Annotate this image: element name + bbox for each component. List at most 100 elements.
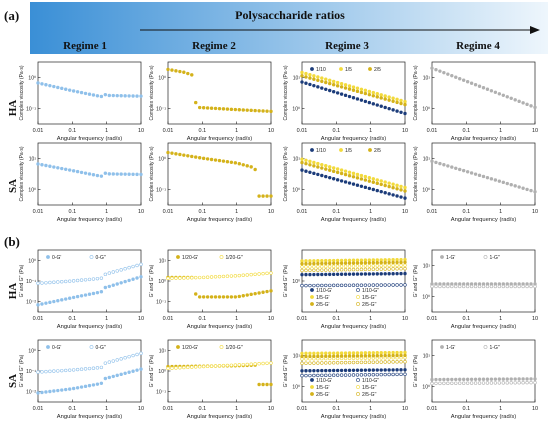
data-point: [442, 381, 446, 386]
data-point: [304, 272, 308, 277]
x-tick-label: 10: [402, 316, 408, 322]
y-axis-label: Complex viscosity (Pa·s): [283, 146, 289, 201]
data-point: [312, 373, 316, 378]
data-point: [473, 377, 478, 381]
legend-marker: [46, 345, 50, 349]
data-point: [308, 373, 312, 378]
data-point: [489, 284, 494, 289]
data-point: [135, 276, 139, 280]
x-axis-label: Angular frequency (rad/s): [57, 414, 122, 420]
data-point: [438, 161, 442, 166]
data-point: [261, 290, 265, 294]
y-axis-label: Complex viscosity (Pa·s): [149, 65, 155, 120]
chart-b-SA-3: 0.01 0.1 1 10 10⁰ 10¹ Angular frequency (rad/s…: [283, 339, 408, 420]
data-point: [253, 362, 257, 366]
data-point: [135, 172, 139, 177]
data-point: [103, 376, 108, 381]
data-point: [477, 173, 482, 178]
legend-label: 0-G'': [96, 255, 106, 261]
data-point: [395, 368, 399, 372]
x-axis-label: Angular frequency (rad/s): [451, 136, 516, 142]
data-point: [253, 108, 257, 113]
data-point: [56, 388, 60, 393]
data-point: [387, 192, 391, 196]
data-point: [52, 389, 56, 393]
data-point: [347, 283, 352, 287]
data-point: [363, 178, 368, 182]
legend-marker: [368, 67, 372, 71]
x-tick-label: 10: [532, 209, 538, 215]
data-point: [194, 275, 198, 280]
data-point: [111, 374, 115, 379]
data-point: [351, 264, 356, 268]
data-point: [335, 264, 340, 269]
y-axis-label: Complex viscosity (Pa·s): [283, 65, 289, 120]
data-point: [403, 283, 407, 287]
legend-label: 1/10: [316, 148, 326, 154]
data-point: [135, 263, 139, 268]
data-point: [127, 354, 131, 359]
data-point: [375, 181, 379, 186]
data-point: [316, 78, 320, 82]
data-point: [115, 269, 119, 273]
data-point: [339, 258, 344, 263]
y-tick-label: 10⁰: [158, 157, 166, 163]
data-point: [312, 354, 316, 359]
data-point: [355, 368, 360, 372]
data-point: [442, 70, 446, 75]
data-point: [391, 360, 395, 364]
data-point: [221, 159, 226, 163]
series-1-G': [430, 377, 537, 382]
data-point: [308, 354, 312, 359]
legend-marker: [356, 295, 360, 299]
legend-marker: [310, 295, 314, 299]
data-point: [201, 156, 206, 161]
data-point: [269, 109, 273, 114]
data-point: [375, 372, 379, 377]
data-point: [513, 381, 517, 385]
data-point: [316, 373, 320, 378]
data-point: [40, 281, 44, 285]
data-point: [331, 177, 336, 181]
regime-3-label: Regime 3: [325, 40, 369, 52]
data-point: [371, 258, 376, 262]
legend-marker: [483, 345, 488, 349]
series-s0: [36, 81, 143, 99]
data-point: [343, 283, 348, 288]
data-point: [477, 377, 482, 381]
x-axis-label: Angular frequency (rad/s): [187, 414, 252, 420]
data-point: [300, 80, 304, 84]
data-point: [119, 281, 123, 285]
data-point: [95, 366, 100, 370]
data-point: [115, 172, 119, 176]
data-point: [324, 80, 328, 85]
legend-marker: [310, 392, 314, 396]
x-tick-label: 0.01: [297, 316, 308, 322]
data-point: [331, 354, 336, 358]
data-point: [461, 168, 466, 173]
data-point: [324, 351, 328, 355]
data-point: [505, 284, 509, 289]
data-point: [509, 284, 513, 289]
data-point: [465, 170, 470, 174]
data-point: [521, 101, 525, 105]
x-tick-label: 10: [532, 316, 538, 322]
legend-marker: [356, 302, 360, 306]
data-point: [351, 368, 356, 372]
data-point: [391, 186, 395, 190]
data-point: [383, 260, 387, 265]
y-axis-label: Complex viscosity (Pa·s): [19, 65, 25, 120]
data-point: [359, 373, 364, 377]
data-point: [403, 350, 407, 355]
data-point: [304, 261, 308, 266]
plot-frame: [167, 249, 272, 313]
data-point: [375, 95, 379, 99]
x-tick-label: 0.01: [427, 209, 438, 215]
data-point: [347, 354, 352, 358]
chart-b-SA-2: 0.01 0.1 1 10 10⁻¹ 10⁰ 10¹ Angular frequency (r…: [149, 339, 274, 420]
data-point: [509, 377, 513, 381]
data-point: [367, 267, 372, 272]
x-tick-label: 10: [402, 209, 408, 215]
data-point: [391, 271, 395, 276]
data-point: [127, 94, 131, 98]
